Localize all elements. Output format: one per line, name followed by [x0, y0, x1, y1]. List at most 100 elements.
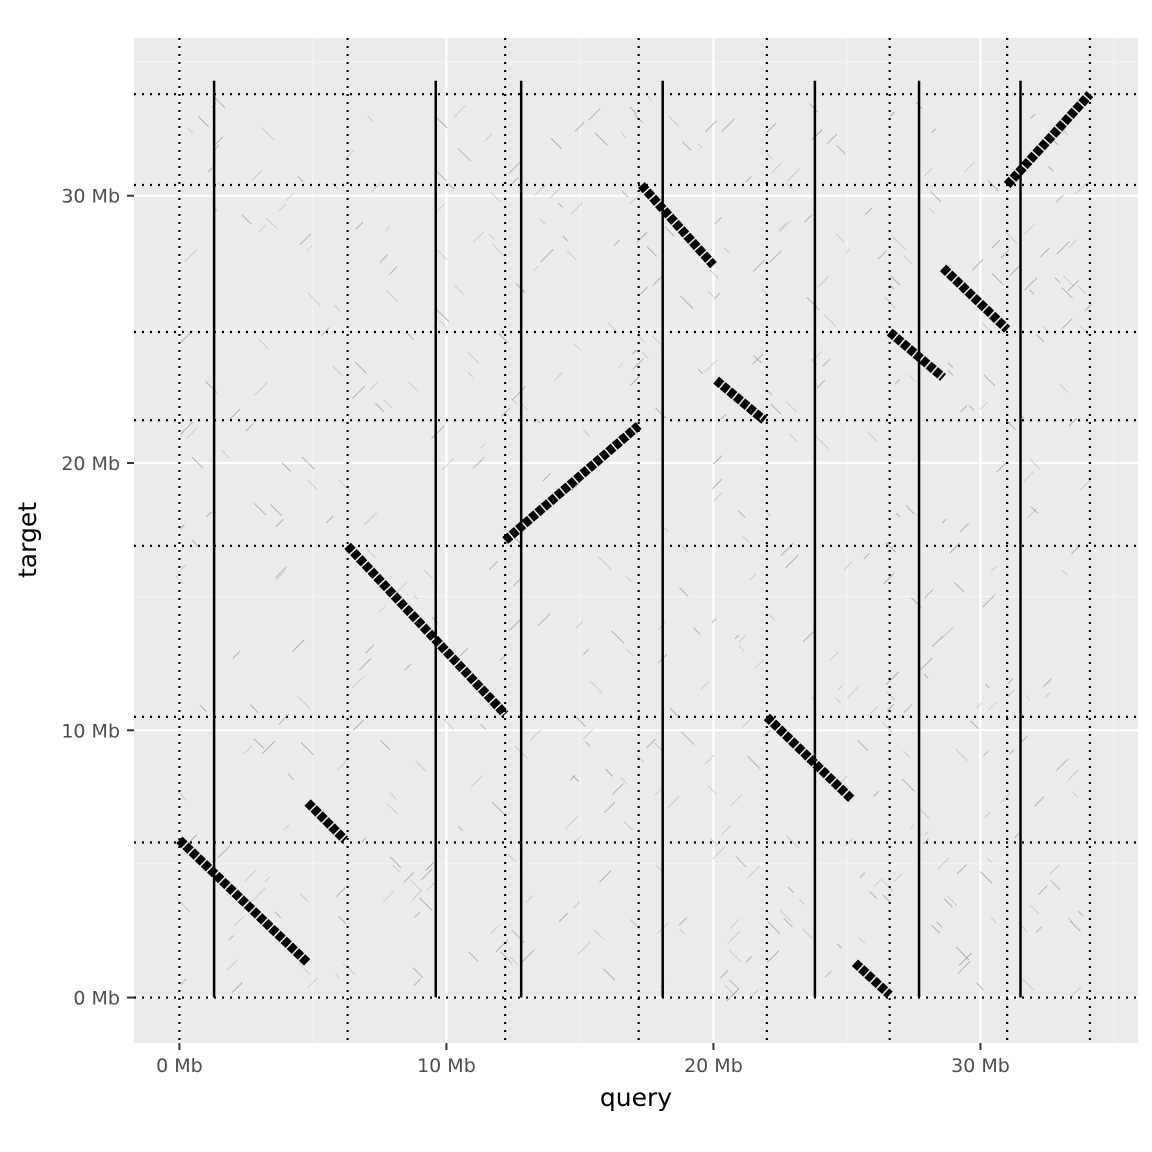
background-hit	[730, 794, 743, 807]
background-hit	[1029, 289, 1035, 295]
background-hit	[988, 701, 997, 711]
background-hit	[574, 343, 582, 351]
background-hit	[1084, 304, 1092, 312]
background-hit	[1029, 458, 1041, 470]
background-hit	[705, 120, 717, 133]
background-hit	[664, 226, 675, 237]
background-hit	[668, 116, 680, 128]
background-hit	[254, 503, 267, 516]
background-hit	[1009, 265, 1020, 276]
background-hit	[511, 929, 525, 944]
background-hit	[890, 111, 895, 117]
background-hit	[191, 539, 199, 547]
background-hit	[1059, 383, 1069, 393]
background-hit	[752, 259, 765, 272]
background-hit	[582, 429, 590, 437]
background-hit	[229, 408, 241, 420]
background-hit	[629, 106, 637, 115]
background-hit	[1062, 569, 1068, 576]
background-hit	[388, 791, 397, 800]
background-hit	[802, 928, 813, 940]
background-hit	[307, 292, 321, 306]
background-hit	[258, 224, 267, 233]
background-hit	[620, 777, 629, 785]
background-hit	[540, 249, 554, 263]
background-hit	[721, 118, 735, 132]
background-hit	[729, 950, 743, 964]
background-hit	[1036, 926, 1043, 933]
background-hit	[991, 273, 1004, 286]
background-hit	[307, 479, 318, 490]
background-hit	[742, 717, 753, 728]
background-hit	[438, 319, 448, 329]
background-hit	[737, 510, 746, 518]
background-hit	[331, 182, 340, 190]
background-hit	[636, 754, 645, 763]
background-hit	[730, 918, 740, 929]
background-hit	[535, 418, 541, 424]
x-axis-title: query	[600, 1083, 672, 1112]
background-hit	[711, 618, 717, 624]
background-hit	[982, 594, 996, 608]
background-hit	[903, 254, 912, 264]
background-hit	[767, 921, 781, 934]
background-hit	[768, 614, 776, 621]
background-hit	[245, 423, 254, 432]
background-hit	[470, 775, 483, 788]
background-hit	[436, 249, 448, 261]
background-hit	[1068, 917, 1074, 924]
background-hit	[307, 977, 318, 988]
background-hit	[213, 96, 226, 108]
background-hit	[275, 519, 284, 528]
background-hit	[924, 167, 933, 177]
background-hit	[817, 276, 829, 288]
background-hit	[857, 936, 866, 944]
background-hit	[491, 801, 505, 815]
background-hit	[679, 587, 689, 597]
background-hit	[562, 235, 569, 242]
background-hit	[542, 472, 551, 482]
background-hit	[261, 740, 276, 755]
background-hit	[352, 719, 365, 731]
background-hit	[365, 547, 376, 559]
background-hit	[251, 169, 263, 181]
background-hit	[404, 663, 412, 671]
background-hit	[1077, 285, 1087, 294]
background-hit	[338, 915, 347, 924]
background-hit	[707, 785, 717, 795]
background-hit	[867, 705, 879, 717]
alignment-segment	[939, 264, 1011, 333]
background-hit	[806, 296, 820, 311]
background-hit	[325, 515, 334, 524]
background-hit	[442, 718, 455, 730]
background-hit	[863, 552, 870, 560]
background-hit	[188, 834, 197, 844]
background-hit	[883, 572, 895, 585]
background-hit	[923, 674, 929, 679]
background-hit	[869, 891, 878, 900]
background-hit	[509, 956, 519, 966]
background-hit	[534, 184, 546, 196]
background-hit	[785, 401, 797, 413]
alignment-segment	[763, 713, 856, 803]
y-tick-label: 20 Mb	[61, 453, 120, 475]
background-hit	[991, 239, 1001, 249]
background-hit	[976, 702, 983, 709]
background-hit	[394, 582, 407, 595]
background-hit	[306, 245, 313, 252]
background-hit	[786, 835, 799, 848]
background-hit	[588, 108, 601, 121]
background-hit	[179, 421, 193, 436]
background-hit	[297, 176, 304, 183]
background-hit	[641, 351, 649, 359]
background-hit	[367, 115, 374, 122]
background-hit	[175, 575, 184, 584]
background-hit	[300, 742, 314, 756]
background-hit	[779, 910, 792, 922]
background-hit	[987, 858, 992, 863]
background-hit	[1077, 910, 1084, 917]
background-hit	[411, 890, 422, 901]
background-hit	[713, 455, 723, 465]
background-hit	[191, 456, 204, 469]
background-hit	[1024, 223, 1036, 235]
